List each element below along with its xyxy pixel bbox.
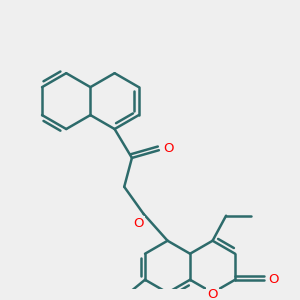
Text: O: O xyxy=(134,217,144,230)
Text: O: O xyxy=(207,288,218,300)
Text: O: O xyxy=(163,142,174,155)
Text: O: O xyxy=(268,273,279,286)
